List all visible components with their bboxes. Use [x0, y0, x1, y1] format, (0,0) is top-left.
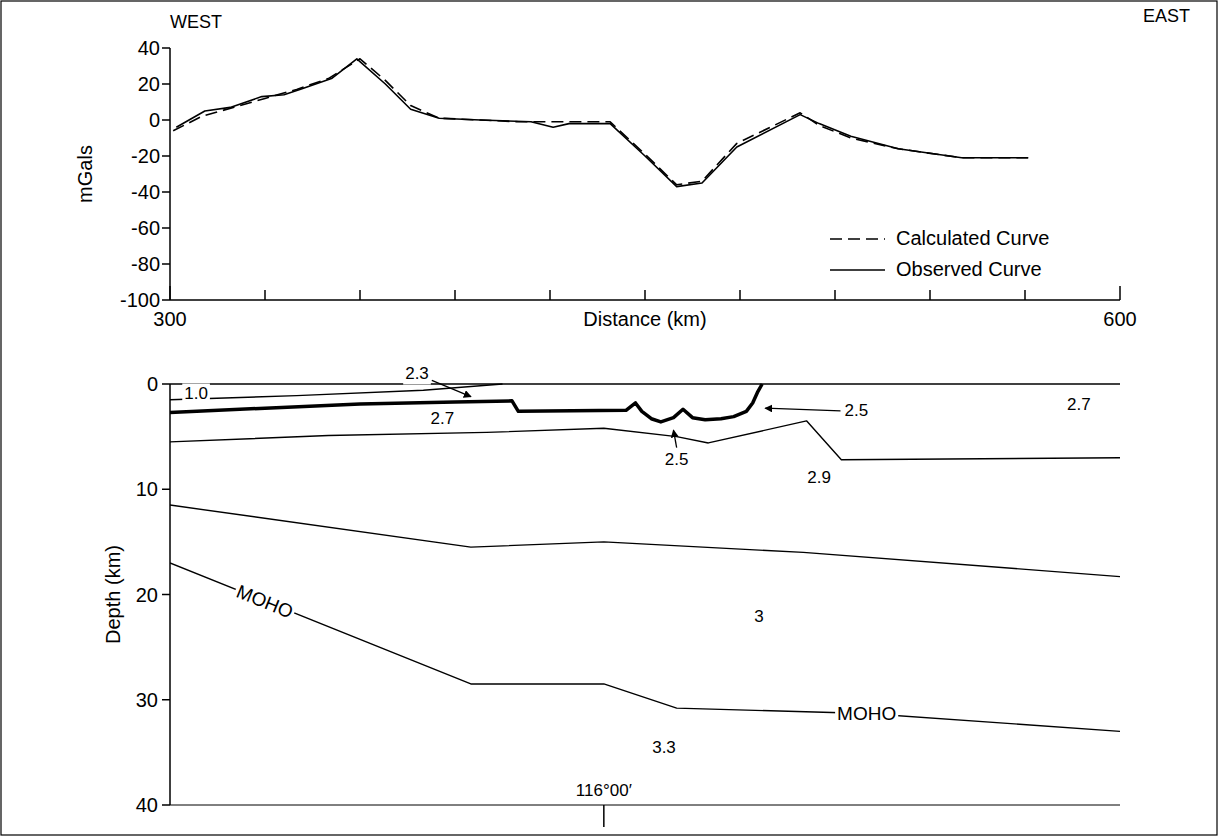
moho-label: MOHO: [837, 703, 896, 724]
y-axis-title: mGals: [74, 145, 96, 203]
density-label: 2.9: [807, 468, 831, 487]
figure-border: [1, 1, 1217, 835]
density-boundary: [170, 383, 1120, 384]
figure: -100-80-60-40-2002040300600Distance (km)…: [0, 0, 1218, 836]
section-area: [170, 384, 1120, 731]
annotation: WEST: [170, 12, 222, 32]
x-minor-tick: [834, 290, 836, 300]
label-patch: [663, 449, 691, 470]
x-minor-tick: [549, 290, 551, 300]
x-minor-tick: [454, 290, 456, 300]
y-tick-label: 30: [136, 689, 158, 711]
x-axis: [170, 805, 1120, 806]
x-minor-tick: [359, 290, 361, 300]
y-tick: [162, 594, 170, 596]
y-tick-label: 10: [136, 478, 158, 500]
density-boundary: [170, 421, 1120, 460]
density-label: 2.5: [845, 401, 869, 420]
density-label: 3: [754, 607, 763, 626]
x-minor-tick: [739, 290, 741, 300]
legend: Calculated Curve Observed Curve: [830, 227, 1049, 280]
y-tick: [162, 155, 170, 157]
label-patch: [805, 467, 833, 488]
x-tick: [603, 805, 605, 827]
density-label: 3.3: [652, 738, 676, 757]
y-tick-label: 0: [147, 373, 158, 395]
density-label: 2.7: [431, 409, 455, 428]
legend-label: Observed Curve: [896, 258, 1042, 280]
label-patch: [182, 383, 210, 404]
label-arrow: [765, 408, 840, 411]
density-label: 2.5: [665, 450, 689, 469]
y-tick: [162, 263, 170, 265]
legend-swatch: [830, 238, 885, 240]
y-tick-label: 20: [138, 73, 160, 95]
label-patch: [403, 363, 431, 384]
moho-label-group: MOHO: [231, 579, 298, 624]
moho-label: MOHO: [233, 581, 296, 623]
x-minor-tick: [264, 290, 266, 300]
label-patch: [843, 400, 871, 421]
y-tick: [162, 299, 170, 301]
x-tick: [1119, 286, 1121, 300]
y-tick: [162, 489, 170, 491]
y-tick-label: -80: [131, 253, 160, 275]
y-tick: [162, 804, 170, 806]
label-arrow: [432, 380, 471, 396]
x-tick: [169, 286, 171, 300]
legend-swatch: [830, 269, 885, 271]
y-tick: [162, 83, 170, 85]
y-axis: [169, 48, 171, 300]
density-boundary: [170, 563, 1120, 731]
y-axis-title: Depth (km): [102, 545, 124, 644]
y-tick-label: 40: [136, 794, 158, 816]
x-axis-title: Distance (km): [583, 308, 706, 330]
label-patch: [429, 408, 457, 429]
y-tick: [162, 47, 170, 49]
density-labels: 1.0 2.3 2.7 2.5 2.5 2.7 2.9 3 3.3: [182, 363, 1092, 758]
label-patch: [1065, 394, 1093, 415]
y-tick-label: -60: [131, 217, 160, 239]
label-arrow: [674, 430, 677, 447]
density-boundary: [170, 505, 1120, 577]
density-boundary: [170, 384, 503, 400]
plot-area: [173, 59, 1028, 187]
y-tick-label: 0: [149, 109, 160, 131]
y-tick-label: -40: [131, 181, 160, 203]
density-label: 2.7: [1067, 395, 1091, 414]
legend-label: Calculated Curve: [896, 227, 1049, 249]
y-tick-label: 20: [136, 584, 158, 606]
y-tick: [162, 227, 170, 229]
label-patch: [835, 702, 898, 725]
moho-label-group: MOHO: [835, 702, 898, 725]
y-tick: [162, 699, 170, 701]
annotation: EAST: [1143, 6, 1190, 26]
y-tick: [162, 383, 170, 385]
x-minor-tick: [929, 290, 931, 300]
label-patch: [650, 737, 678, 758]
x-tick-label: 600: [1103, 308, 1136, 330]
y-tick-label: 40: [138, 37, 160, 59]
density-label: 2.3: [405, 364, 429, 383]
y-tick: [162, 119, 170, 121]
density-label: 1.0: [184, 384, 208, 403]
profile-line: [176, 59, 1028, 187]
basin-floor: [170, 384, 762, 422]
y-tick-label: -20: [131, 145, 160, 167]
x-minor-tick: [644, 290, 646, 300]
profile-line: [173, 59, 1028, 185]
x-tick-label: 116°00′: [576, 781, 632, 800]
label-patch: [752, 606, 765, 627]
label-patch: [231, 579, 298, 624]
x-tick-label: 300: [153, 308, 186, 330]
y-tick: [162, 191, 170, 193]
x-minor-tick: [1024, 290, 1026, 300]
